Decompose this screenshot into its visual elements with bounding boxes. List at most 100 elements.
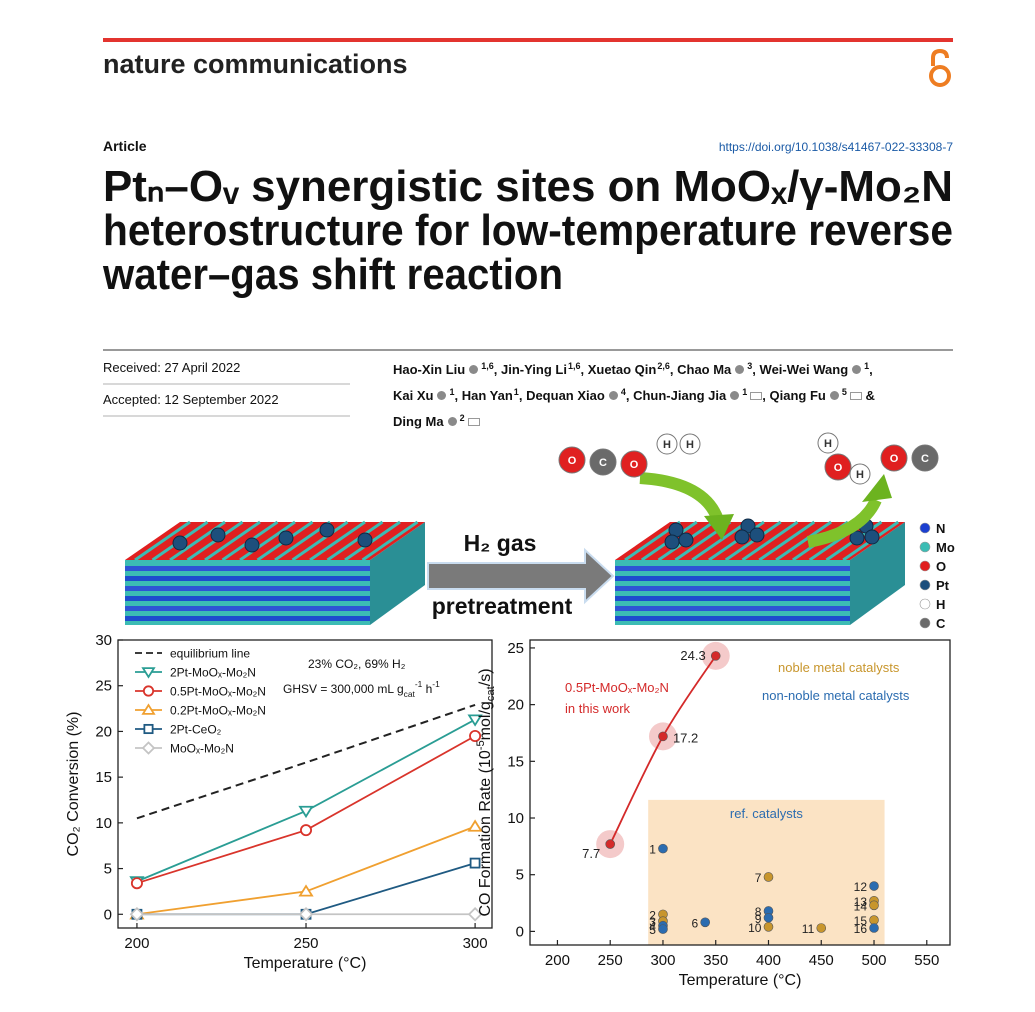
slab-side	[850, 522, 905, 625]
legend-label: 0.5Pt-MoOₓ-Mo₂N	[170, 685, 266, 699]
author-name[interactable]: Chun-Jiang Jia	[633, 388, 727, 403]
plot-frame	[117, 639, 493, 929]
separator: ,	[752, 362, 756, 377]
legend-label: noble metal catalysts	[778, 660, 900, 675]
marker	[130, 877, 143, 890]
article-title: heterostructure for low-temperature reve…	[103, 206, 953, 255]
slab-layer	[125, 566, 370, 571]
point-label: 6	[691, 916, 698, 930]
flow-arrow	[806, 497, 882, 548]
author-name[interactable]: Xuetao Qin	[587, 362, 657, 377]
atom	[824, 453, 852, 481]
received-date: Received: 27 April 2022	[103, 360, 240, 375]
email-icon	[849, 392, 862, 400]
separator: &	[865, 388, 875, 403]
author-name[interactable]: Kai Xu	[393, 388, 434, 403]
data-point	[658, 731, 668, 742]
slab-side	[370, 522, 425, 625]
pt-atom	[678, 532, 694, 548]
legend-label: 2Pt-MoOₓ-Mo₂N	[170, 666, 256, 680]
marker	[469, 857, 481, 869]
affiliation: 2	[459, 413, 465, 423]
flow-arrow-head	[704, 514, 734, 540]
affiliation: 1	[513, 387, 519, 397]
marker	[141, 741, 156, 755]
atom	[558, 446, 586, 474]
flow-arrow-head	[862, 474, 892, 502]
author-name[interactable]: Ding Ma	[393, 414, 444, 429]
marker	[467, 714, 483, 727]
series-note: in this work	[565, 701, 631, 716]
data-point	[763, 922, 774, 932]
point-label: 10	[748, 921, 762, 935]
text-part: cat	[485, 685, 497, 701]
data-point	[763, 872, 774, 882]
orcid-icon	[829, 391, 839, 400]
y-tick-label: 0	[516, 923, 524, 940]
y-tick-label: 20	[95, 723, 112, 740]
text-part: /s)	[477, 668, 494, 686]
marker	[142, 685, 155, 697]
author-name[interactable]: Qiang Fu	[769, 388, 826, 403]
journal-name: nature communications	[103, 49, 408, 79]
doi-link[interactable]: https://doi.org/10.1038/s41467-022-33308…	[719, 140, 954, 154]
data-point	[658, 843, 668, 854]
author-name[interactable]: Jin-Ying Li	[500, 362, 567, 377]
point-label: 12	[854, 880, 868, 894]
author-name[interactable]: Chao Ma	[677, 362, 732, 377]
author-name[interactable]: Han Yan	[461, 388, 513, 403]
article-title: water–gas shift reaction	[102, 250, 563, 299]
author-name[interactable]: Wei-Wei Wang	[759, 362, 849, 377]
pt-atom	[864, 529, 880, 545]
x-tick-label: 250	[598, 952, 623, 969]
affiliation: 1,6	[481, 361, 494, 371]
slab-layer	[615, 616, 850, 621]
slab-stripe	[741, 520, 799, 562]
legend-label: MoOₓ-Mo₂N	[170, 742, 234, 756]
y-tick-label: 30	[95, 632, 112, 649]
affiliation: 1	[449, 387, 455, 397]
data-point	[658, 924, 668, 934]
slab-stripe	[758, 520, 816, 562]
affiliation: 1,6	[567, 361, 581, 371]
y-tick-label: 15	[507, 753, 524, 770]
marker	[129, 907, 145, 922]
y-tick-label: 5	[104, 861, 112, 878]
pt-atom	[664, 534, 680, 550]
orcid-icon	[447, 417, 457, 426]
atom-label: H	[856, 469, 864, 481]
slab-layer	[125, 586, 370, 591]
orcid-icon	[608, 391, 618, 400]
crystal-slab	[615, 518, 905, 625]
author-name[interactable]: Hao-Xin Liu	[393, 362, 466, 377]
atom	[849, 463, 871, 485]
separator: ,	[454, 388, 459, 403]
text-part: CO Formation Rate (10	[477, 750, 494, 916]
affiliation: 2,6	[657, 361, 670, 371]
atom	[911, 444, 939, 472]
orcid-icon	[469, 365, 479, 374]
annotation: 23% CO₂, 69% H₂	[308, 657, 406, 671]
separator: ,	[493, 362, 498, 377]
slab-layer	[615, 596, 850, 601]
x-tick-label: 300	[650, 952, 675, 969]
slab-layer	[125, 616, 370, 621]
atom	[589, 448, 617, 476]
data-point	[763, 912, 774, 923]
step-label: H₂ gas	[464, 530, 537, 556]
atom-label: O	[568, 455, 577, 467]
author-name[interactable]: Dequan Xiao	[526, 388, 605, 403]
slab-stripe	[775, 520, 832, 562]
x-tick-label: 200	[545, 952, 570, 969]
legend-label: H	[936, 597, 945, 612]
data-point	[605, 839, 616, 849]
marker	[467, 819, 483, 832]
email-icon	[467, 418, 480, 426]
point-label: 4	[649, 920, 656, 934]
slab-stripe	[326, 520, 384, 562]
slab-stripe	[691, 520, 748, 562]
legend-label: non-noble metal catalysts	[762, 688, 910, 703]
separator: ,	[762, 388, 766, 403]
slab-stripe	[344, 520, 401, 562]
text-part: -5	[475, 740, 487, 750]
